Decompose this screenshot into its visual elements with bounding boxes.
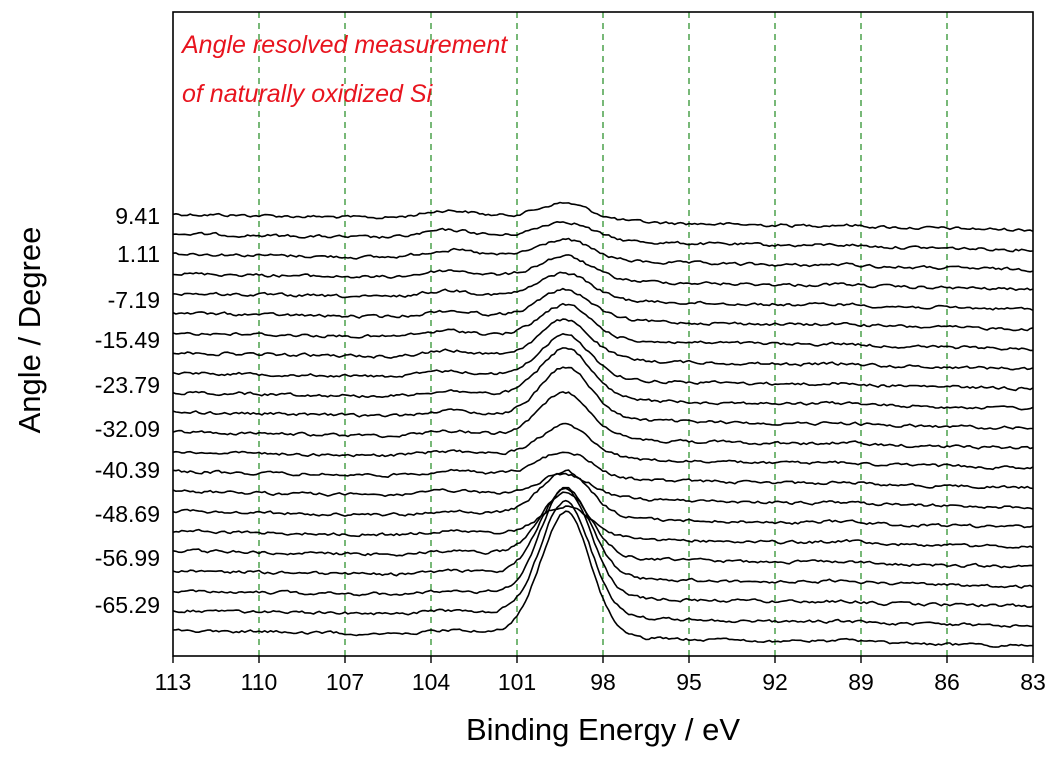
x-tick-label: 104 [412, 669, 451, 695]
y-tick-label: -23.79 [95, 372, 160, 398]
y-tick-label: -56.99 [95, 545, 160, 571]
y-tick-label: -65.29 [95, 592, 160, 618]
x-tick-label: 107 [326, 669, 364, 695]
spectra-series [172, 201, 1034, 648]
x-tick-label: 101 [498, 669, 536, 695]
spectrum-line [172, 201, 1034, 233]
spectrum-line [172, 499, 1034, 628]
spectrum-line [172, 391, 1034, 450]
spectrum-line [172, 366, 1033, 430]
x-tick-label: 113 [155, 669, 192, 695]
spectrum-line [172, 487, 1034, 608]
x-tick-label: 86 [934, 669, 960, 695]
spectrum-line [172, 221, 1034, 253]
x-axis-ticks: 113 110 107 104 101 98 95 92 89 86 83 [155, 656, 1046, 695]
annotation-line-2: of naturally oxidized Si [182, 80, 434, 108]
spectrum-line [172, 491, 1034, 569]
x-axis-title: Binding Energy / eV [466, 712, 740, 747]
x-tick-label: 110 [241, 669, 278, 695]
spectrum-line [172, 510, 1034, 648]
y-tick-label: -48.69 [95, 501, 160, 527]
x-tick-label: 83 [1020, 669, 1046, 695]
spectrum-line [172, 422, 1034, 471]
y-tick-label: -40.39 [95, 457, 160, 483]
x-tick-label: 95 [676, 669, 702, 695]
spectrum-line [172, 302, 1033, 352]
spectrum-line [172, 318, 1034, 371]
grid-lines [258, 12, 948, 656]
y-tick-label: 1.11 [117, 241, 160, 267]
x-tick-label: 92 [762, 669, 788, 695]
spectrum-line [172, 505, 1034, 549]
x-tick-label: 98 [590, 669, 616, 695]
x-tick-label: 89 [848, 669, 874, 695]
y-axis-title: Angle / Degree [12, 227, 47, 434]
y-tick-label: -15.49 [95, 327, 160, 353]
spectrum-line [172, 486, 1034, 589]
spectrum-line [172, 237, 1034, 273]
y-tick-label: -7.19 [108, 287, 160, 313]
spectrum-line [172, 472, 1034, 510]
spectrum-line [172, 451, 1034, 490]
spectrum-line [172, 469, 1034, 529]
spectrum-line [172, 271, 1034, 312]
spectrum-line [172, 287, 1034, 332]
y-tick-label: -32.09 [95, 416, 160, 442]
spectrum-line [172, 347, 1034, 411]
y-axis-ticks: 9.41 1.11 -7.19 -15.49 -23.79 -32.09 -40.39 -48… [95, 203, 160, 618]
annotation-line-1: Angle resolved measurement [180, 31, 508, 59]
spectrum-line [172, 333, 1034, 392]
spectrum-line [172, 254, 1034, 291]
y-tick-label: 9.41 [115, 203, 160, 229]
